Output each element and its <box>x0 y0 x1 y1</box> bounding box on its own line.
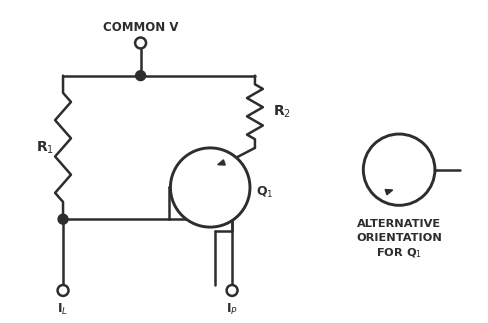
Text: Q$_1$: Q$_1$ <box>255 185 273 200</box>
Circle shape <box>135 71 145 80</box>
Circle shape <box>170 148 249 227</box>
Polygon shape <box>385 190 392 195</box>
Text: ORIENTATION: ORIENTATION <box>355 233 441 243</box>
Text: COMMON V: COMMON V <box>102 21 178 34</box>
Circle shape <box>58 285 68 296</box>
Text: I$_P$: I$_P$ <box>225 302 238 318</box>
Text: I$_L$: I$_L$ <box>58 302 68 318</box>
Text: R$_2$: R$_2$ <box>272 104 290 120</box>
Polygon shape <box>217 160 225 165</box>
Circle shape <box>226 285 237 296</box>
Circle shape <box>135 37 146 48</box>
Text: ALTERNATIVE: ALTERNATIVE <box>356 219 440 229</box>
Text: FOR Q$_1$: FOR Q$_1$ <box>375 247 421 260</box>
Text: R$_1$: R$_1$ <box>36 139 54 156</box>
Circle shape <box>58 214 68 224</box>
Circle shape <box>363 134 434 205</box>
